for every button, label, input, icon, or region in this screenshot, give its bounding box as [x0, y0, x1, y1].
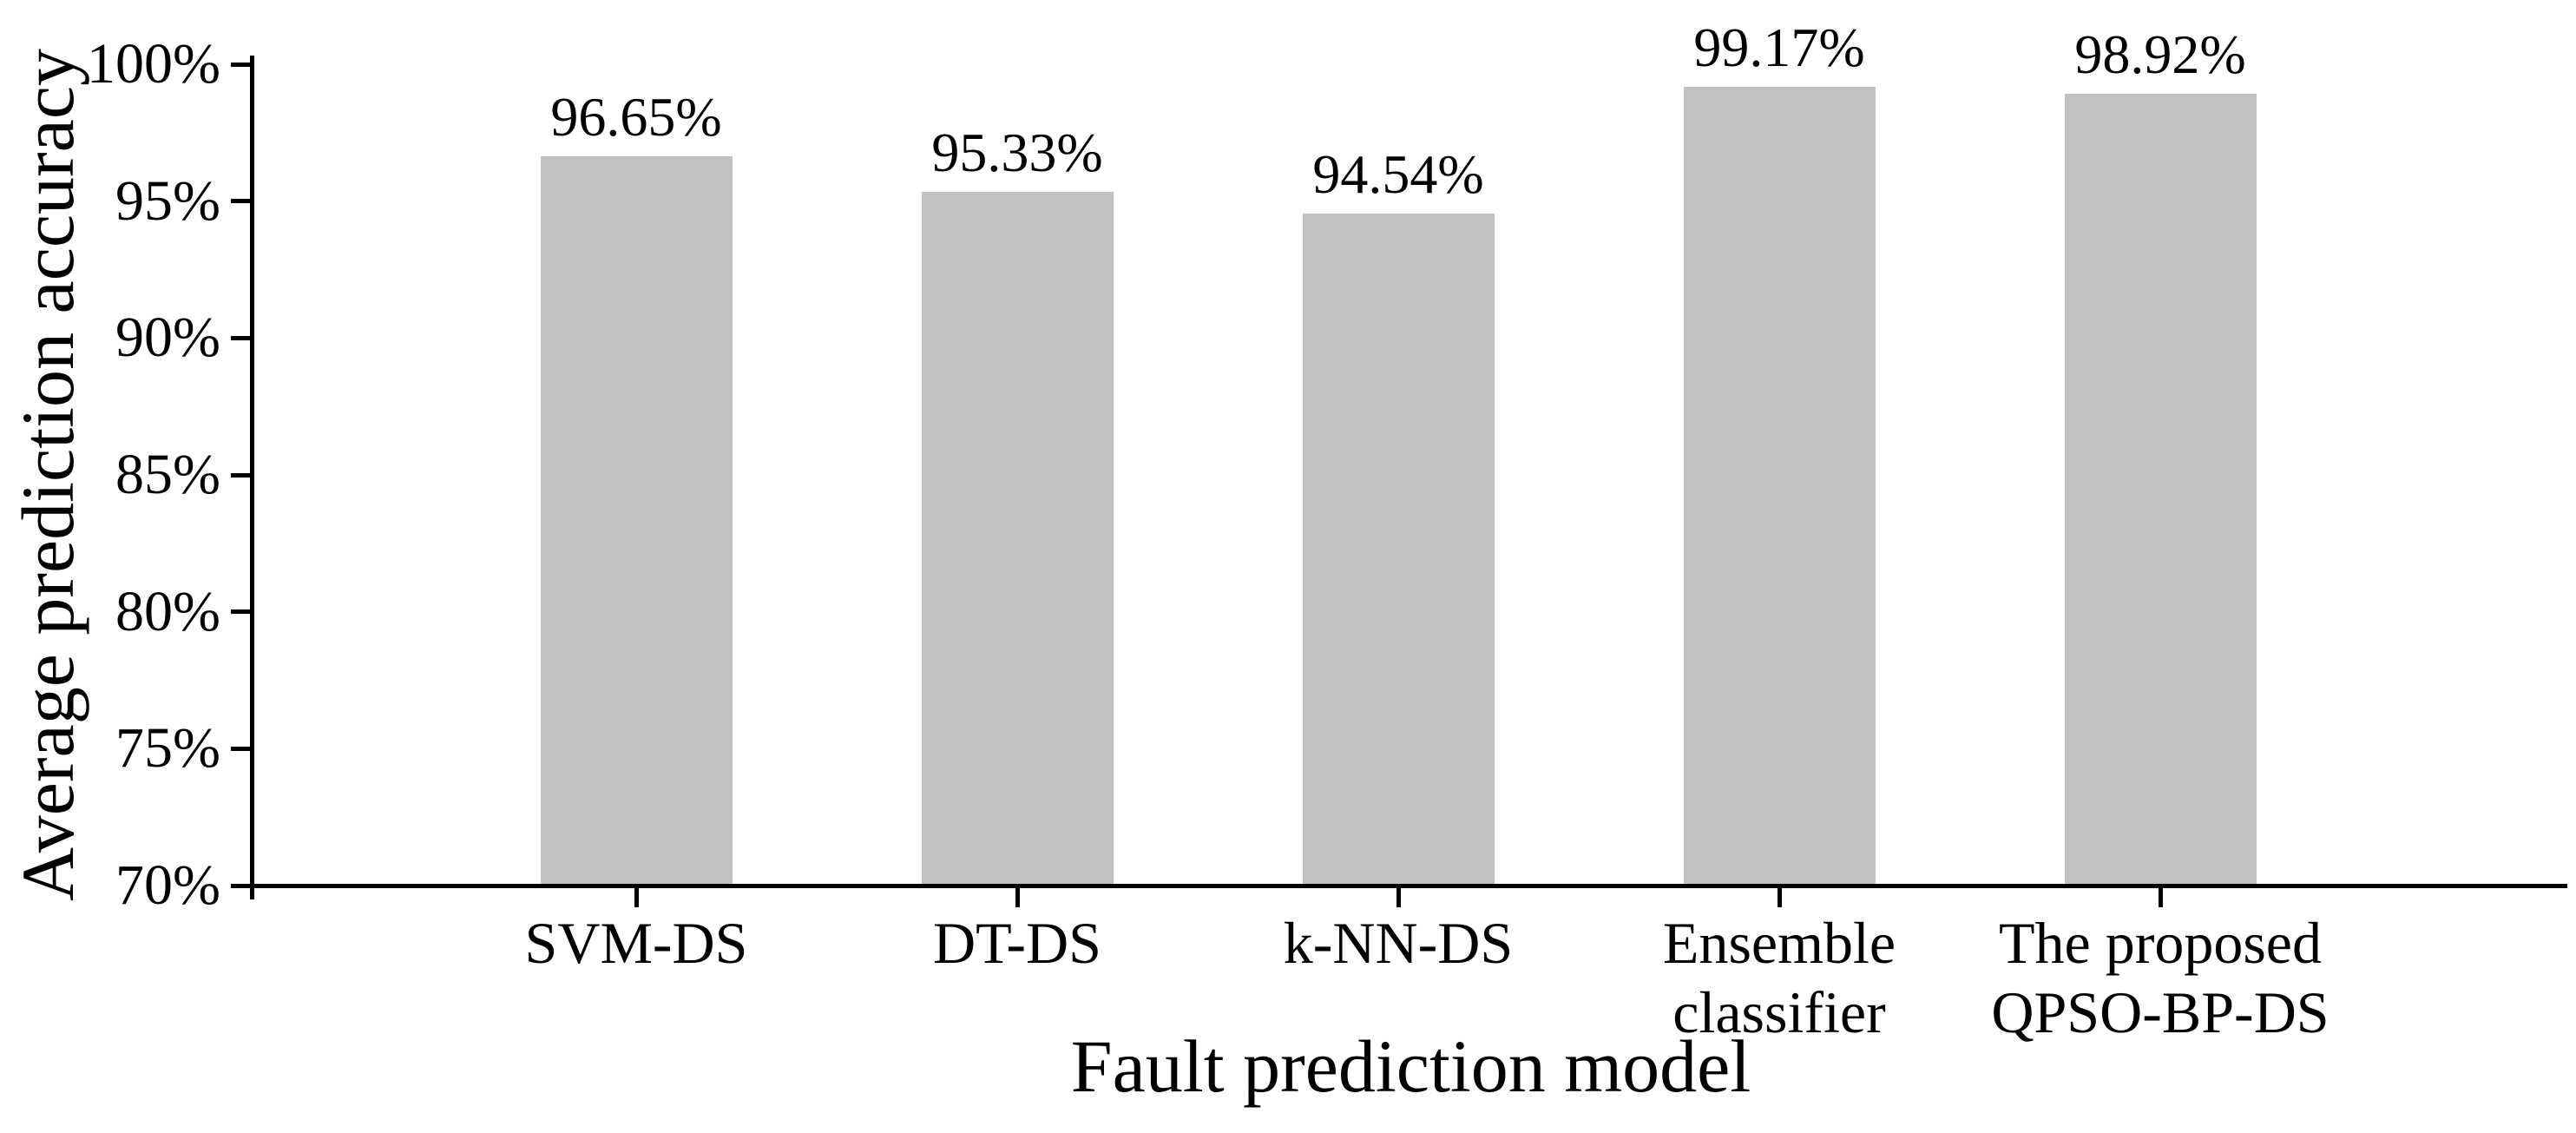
- y-tick-75: [231, 746, 250, 751]
- y-axis-spine: [250, 56, 254, 899]
- bar-the-proposed-qpso-bp-ds: [2064, 94, 2257, 886]
- category-label-svm-ds: SVM-DS: [524, 910, 748, 976]
- category-label-k-nn-ds: k-NN-DS: [1283, 910, 1514, 976]
- y-tick-90: [231, 335, 250, 340]
- value-label-k-nn-ds: 94.54%: [1312, 143, 1484, 206]
- y-tick-label-90: 90%: [115, 306, 220, 370]
- y-tick-100: [231, 62, 250, 67]
- y-tick-label-95: 95%: [115, 168, 220, 233]
- category-label-the-proposed-qpso-bp-ds: The proposed QPSO-BP-DS: [1991, 910, 2330, 1046]
- value-label-dt-ds: 95.33%: [931, 122, 1103, 184]
- y-tick-80: [231, 609, 250, 615]
- bar-ensemble-classifier: [1683, 87, 1876, 886]
- category-label-ensemble-classifier: Ensemble classifier: [1662, 910, 1896, 1046]
- x-axis-spine: [231, 883, 2567, 888]
- x-tick-k-nn-ds: [1396, 887, 1401, 907]
- x-axis-title: Fault prediction model: [1070, 1024, 1751, 1108]
- y-tick-label-85: 85%: [115, 443, 220, 506]
- y-tick-85: [231, 472, 250, 478]
- x-tick-ensemble-classifier: [1777, 887, 1782, 907]
- value-label-the-proposed-qpso-bp-ds: 98.92%: [2074, 23, 2246, 86]
- value-label-svm-ds: 96.65%: [550, 85, 722, 148]
- category-label-dt-ds: DT-DS: [933, 910, 1101, 976]
- y-tick-70: [231, 883, 250, 888]
- x-tick-dt-ds: [1015, 887, 1020, 907]
- y-tick-label-75: 75%: [115, 716, 220, 781]
- x-tick-the-proposed-qpso-bp-ds: [2158, 887, 2163, 907]
- bar-svm-ds: [540, 155, 733, 886]
- x-tick-svm-ds: [634, 887, 639, 907]
- y-tick-label-70: 70%: [115, 853, 220, 917]
- y-tick-label-80: 80%: [115, 579, 220, 643]
- y-tick-95: [231, 199, 250, 204]
- y-tick-label-100: 100%: [87, 32, 220, 96]
- bar-k-nn-ds: [1302, 214, 1495, 886]
- bar-dt-ds: [921, 192, 1114, 886]
- value-label-ensemble-classifier: 99.17%: [1693, 16, 1865, 79]
- y-axis-title: Average prediction accuracy: [6, 48, 89, 902]
